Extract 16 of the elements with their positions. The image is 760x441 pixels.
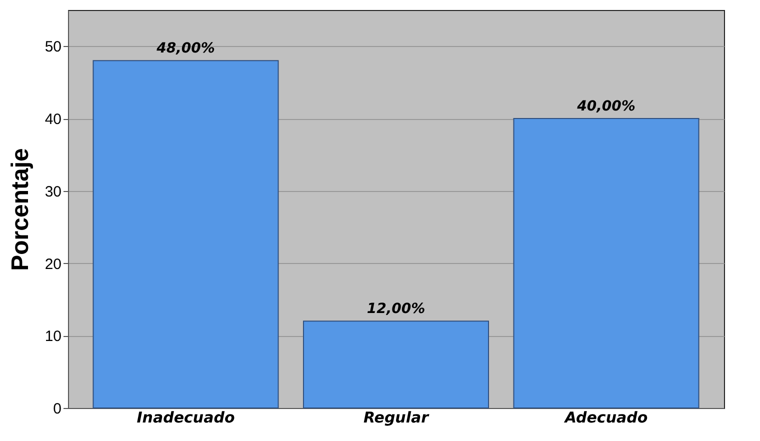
y-axis-title: Porcentaje: [6, 148, 34, 271]
bar: [302, 320, 490, 408]
y-tick-label: 40: [44, 111, 62, 128]
data-label: 12,00%: [366, 301, 426, 318]
x-tick-label: Regular: [363, 408, 430, 426]
y-tick-label: 30: [44, 183, 62, 200]
y-tick-label: 10: [44, 328, 62, 346]
y-tick-label: 0: [53, 400, 62, 418]
bar: [92, 60, 279, 408]
x-tick-label: Adecuado: [564, 408, 648, 426]
bar: [513, 118, 700, 408]
y-tick-label: 20: [44, 256, 62, 273]
data-label: 40,00%: [576, 98, 636, 115]
y-tick-label: 50: [44, 38, 62, 56]
data-label: 48,00%: [156, 40, 215, 57]
x-tick-label: Inadecuado: [136, 408, 235, 426]
